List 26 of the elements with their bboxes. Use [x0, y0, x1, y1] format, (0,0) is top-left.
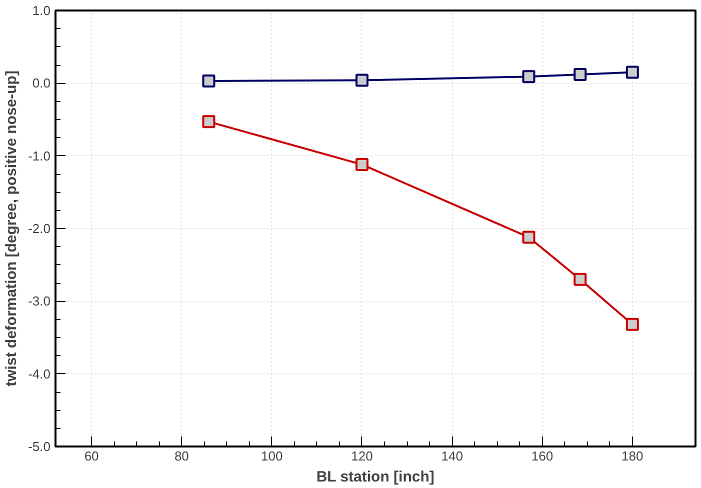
- x-tick-label: 160: [531, 448, 554, 464]
- point: [355, 158, 368, 172]
- x-axis-title: BL station [inch]: [316, 468, 434, 486]
- x-tick-label: 100: [260, 448, 283, 464]
- x-tick-label: 120: [351, 448, 373, 464]
- y-tick-label: 0.0: [32, 76, 51, 91]
- point: [574, 68, 587, 81]
- point: [522, 230, 536, 244]
- y-axis-title: twist deformation [degree, positive nose-up]: [3, 70, 20, 386]
- point: [626, 318, 639, 331]
- y-tick-label: 1.0: [32, 3, 51, 18]
- point: [574, 272, 587, 286]
- point: [626, 66, 639, 79]
- y-tick-label: -3.0: [28, 294, 51, 309]
- x-tick-label: 140: [441, 448, 463, 464]
- y-tick-label: -1.0: [28, 148, 51, 164]
- point: [202, 74, 216, 88]
- x-tick-label: 60: [84, 448, 99, 464]
- point: [522, 70, 536, 84]
- y-tick-label: -5.0: [28, 439, 51, 454]
- x-tick-label: 180: [622, 448, 644, 464]
- point: [355, 74, 368, 87]
- y-tick-label: -4.0: [28, 366, 51, 382]
- x-tick-label: 80: [174, 448, 189, 464]
- y-tick-label: -2.0: [28, 221, 51, 236]
- point: [202, 115, 216, 128]
